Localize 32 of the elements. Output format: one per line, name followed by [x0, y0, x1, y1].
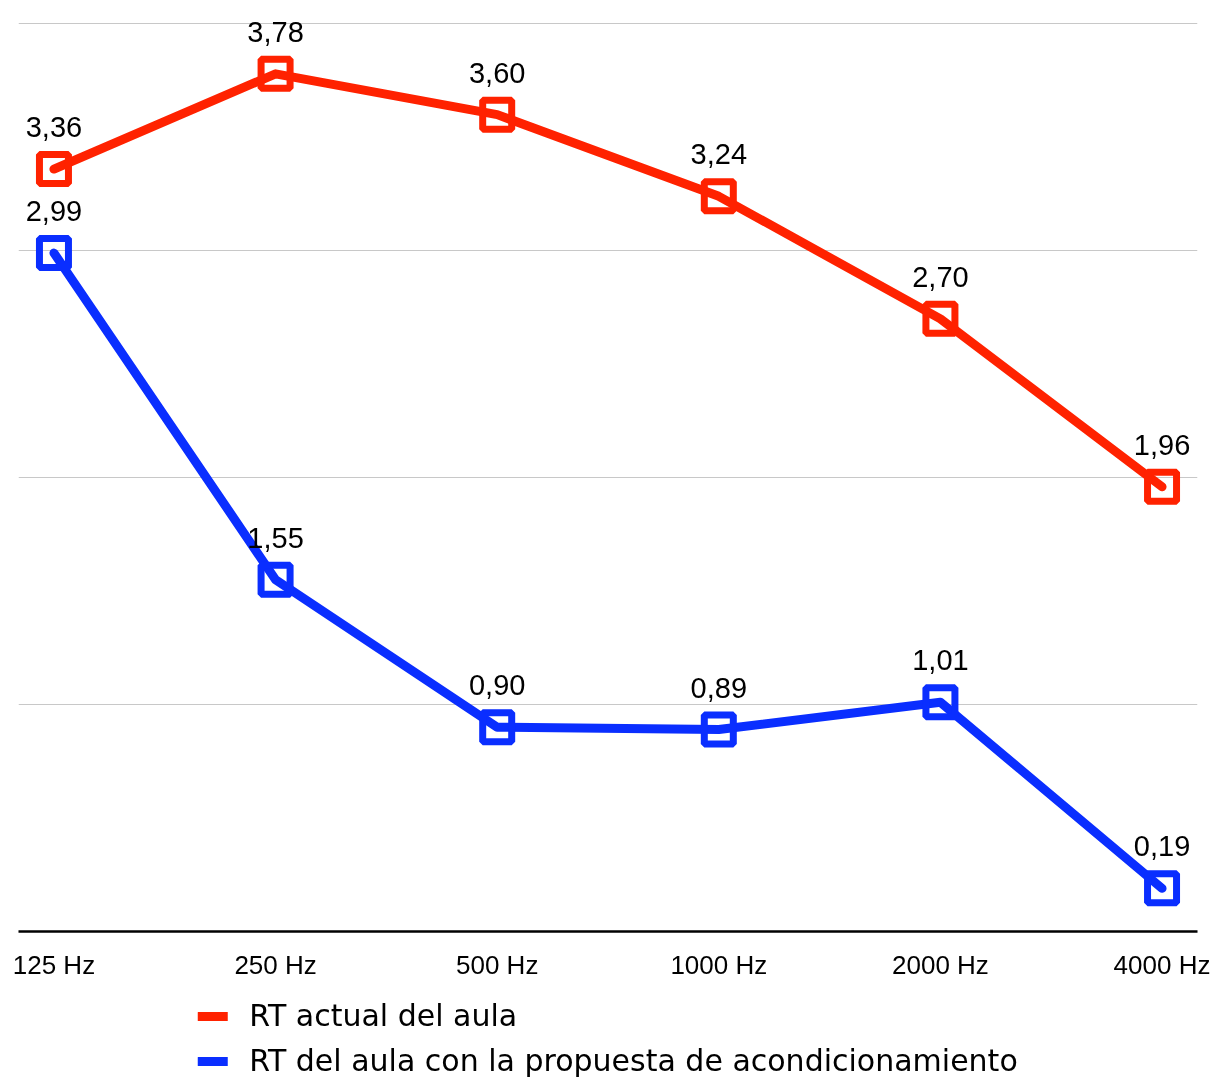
point — [922, 684, 959, 721]
legend-label: RT actual del aula — [249, 998, 518, 1033]
data-label: 1,01 — [912, 644, 969, 677]
point — [700, 178, 737, 215]
x-tick-label: 500 Hz — [456, 949, 539, 980]
point — [922, 300, 959, 337]
legend-label: RT del aula con la propuesta de acondicionamiento — [249, 1043, 1018, 1078]
data-label: 0,89 — [690, 671, 748, 704]
data-label: 3,36 — [25, 111, 83, 144]
data-label: 1,96 — [1133, 428, 1191, 461]
x-tick-label: 1000 Hz — [670, 949, 768, 980]
point — [35, 235, 72, 272]
x-tick-label: 2000 Hz — [892, 949, 989, 980]
x-tick-label: 250 Hz — [234, 949, 317, 980]
data-label: 0,90 — [468, 669, 526, 702]
data-label: 3,78 — [247, 15, 304, 48]
x-tick-label: 125 Hz — [12, 949, 96, 980]
data-label: 3,24 — [690, 138, 748, 171]
point — [479, 96, 516, 133]
data-label: 2,99 — [25, 195, 83, 228]
point — [1144, 870, 1181, 907]
point — [479, 709, 516, 746]
point — [1144, 468, 1181, 505]
point — [257, 55, 294, 92]
point — [35, 151, 72, 188]
data-label: 1,55 — [247, 521, 304, 554]
x-tick-label: 4000 Hz — [1113, 949, 1211, 980]
data-label: 2,70 — [912, 260, 969, 293]
data-label: 3,60 — [468, 56, 526, 89]
point — [700, 711, 737, 748]
point — [257, 561, 294, 598]
data-label: 0,19 — [1133, 830, 1191, 863]
